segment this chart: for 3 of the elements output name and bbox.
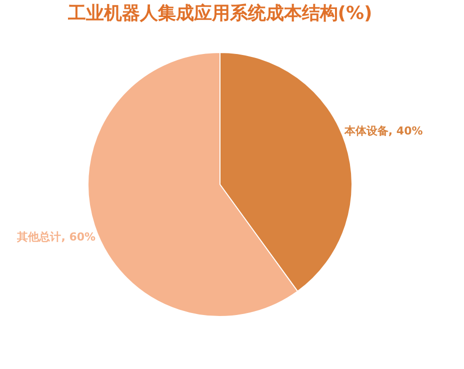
slice-label: 其他总计, 60% xyxy=(16,230,96,244)
slice-label: 本体设备, 40% xyxy=(343,124,423,138)
chart-title: 工业机器人集成应用系统成本结构(%) xyxy=(66,3,372,24)
